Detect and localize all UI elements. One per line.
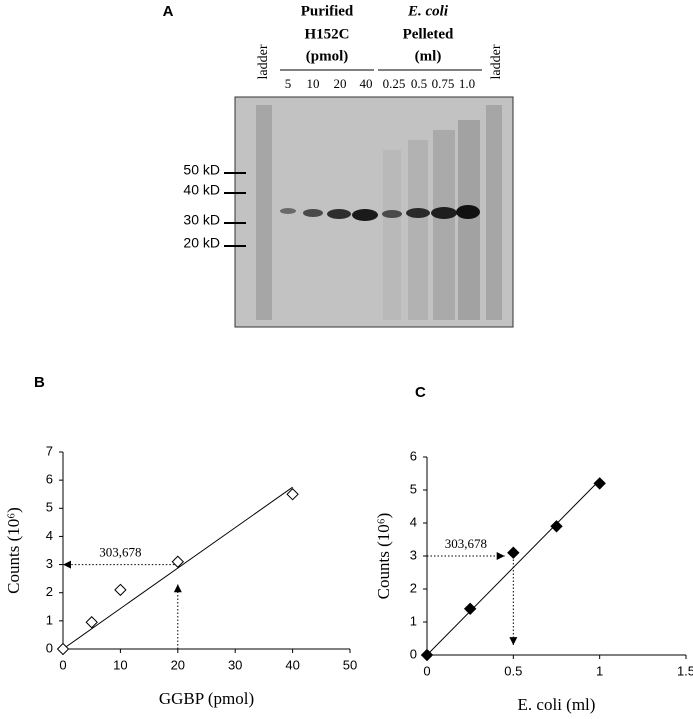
trendline xyxy=(62,486,293,650)
data-point xyxy=(420,648,434,662)
group-title: E. coli xyxy=(407,3,449,19)
marker-label: 50 kD xyxy=(183,162,220,178)
y-tick-label: 1 xyxy=(46,612,53,627)
lane-label: 20 xyxy=(334,76,347,91)
y-tick-label: 1 xyxy=(410,613,417,628)
y-tick-label: 7 xyxy=(46,443,53,458)
data-point xyxy=(286,488,299,501)
arrow-head xyxy=(173,584,182,593)
group-title: Purified xyxy=(301,3,354,19)
y-axis-label: Counts (10⁶) xyxy=(374,513,393,600)
x-tick-label: 0 xyxy=(59,657,66,672)
lane-label: 40 xyxy=(360,76,373,91)
y-tick-label: 0 xyxy=(410,646,417,661)
annotation: 303,678 xyxy=(99,545,141,560)
x-tick-label: 1 xyxy=(596,663,603,678)
y-tick-label: 2 xyxy=(410,580,417,595)
lane-label: 0.5 xyxy=(411,76,427,91)
y-tick-label: 4 xyxy=(410,514,417,529)
data-point xyxy=(171,555,185,568)
x-axis-label: E. coli (ml) xyxy=(518,695,596,714)
annotation: 303,678 xyxy=(445,536,487,551)
lane-label: 0.75 xyxy=(432,76,455,91)
panel-label: C xyxy=(415,384,426,401)
group-title: H152C xyxy=(305,26,350,42)
panel-label: A xyxy=(163,3,174,20)
x-tick-label: 40 xyxy=(285,657,299,672)
x-tick-label: 1.5 xyxy=(677,663,693,678)
x-tick-label: 20 xyxy=(171,657,185,672)
x-tick-label: 10 xyxy=(113,657,127,672)
data-point xyxy=(550,520,563,533)
y-tick-label: 3 xyxy=(46,556,53,571)
x-tick-label: 30 xyxy=(228,657,242,672)
arrow-head xyxy=(63,560,71,569)
y-tick-label: 5 xyxy=(410,481,417,496)
data-point xyxy=(56,642,70,656)
group-title: (pmol) xyxy=(306,48,349,64)
data-point xyxy=(463,602,477,616)
lane-label: ladder xyxy=(256,44,271,79)
panel-label: B xyxy=(34,374,45,391)
data-point xyxy=(593,477,606,490)
arrow-head xyxy=(496,552,505,560)
y-tick-label: 6 xyxy=(410,448,417,463)
y-tick-label: 4 xyxy=(46,528,53,543)
marker-label: 30 kD xyxy=(183,212,220,228)
x-tick-label: 0.5 xyxy=(504,663,522,678)
lane-label: 1.0 xyxy=(459,76,475,91)
x-tick-label: 50 xyxy=(343,657,357,672)
x-tick-label: 0 xyxy=(423,663,430,678)
group-title: (ml) xyxy=(415,48,442,64)
marker-label: 40 kD xyxy=(183,182,220,198)
data-point xyxy=(85,616,98,629)
lane-label: 0.25 xyxy=(383,76,406,91)
lane-label: 10 xyxy=(307,76,320,91)
y-axis-label: Counts (10⁶) xyxy=(4,507,23,594)
data-point xyxy=(114,583,127,597)
arrow-head xyxy=(509,637,518,646)
gel xyxy=(234,96,514,328)
lane-label: ladder xyxy=(489,44,504,79)
y-tick-label: 6 xyxy=(46,472,53,487)
data-point xyxy=(507,546,520,559)
x-axis-label: GGBP (pmol) xyxy=(159,689,254,708)
y-tick-label: 0 xyxy=(46,640,53,655)
group-title: Pelleted xyxy=(403,26,454,42)
y-tick-label: 3 xyxy=(410,547,417,562)
marker-label: 20 kD xyxy=(183,235,220,251)
lane-label: 5 xyxy=(285,76,292,91)
y-tick-label: 2 xyxy=(46,584,53,599)
y-tick-label: 5 xyxy=(46,500,53,515)
